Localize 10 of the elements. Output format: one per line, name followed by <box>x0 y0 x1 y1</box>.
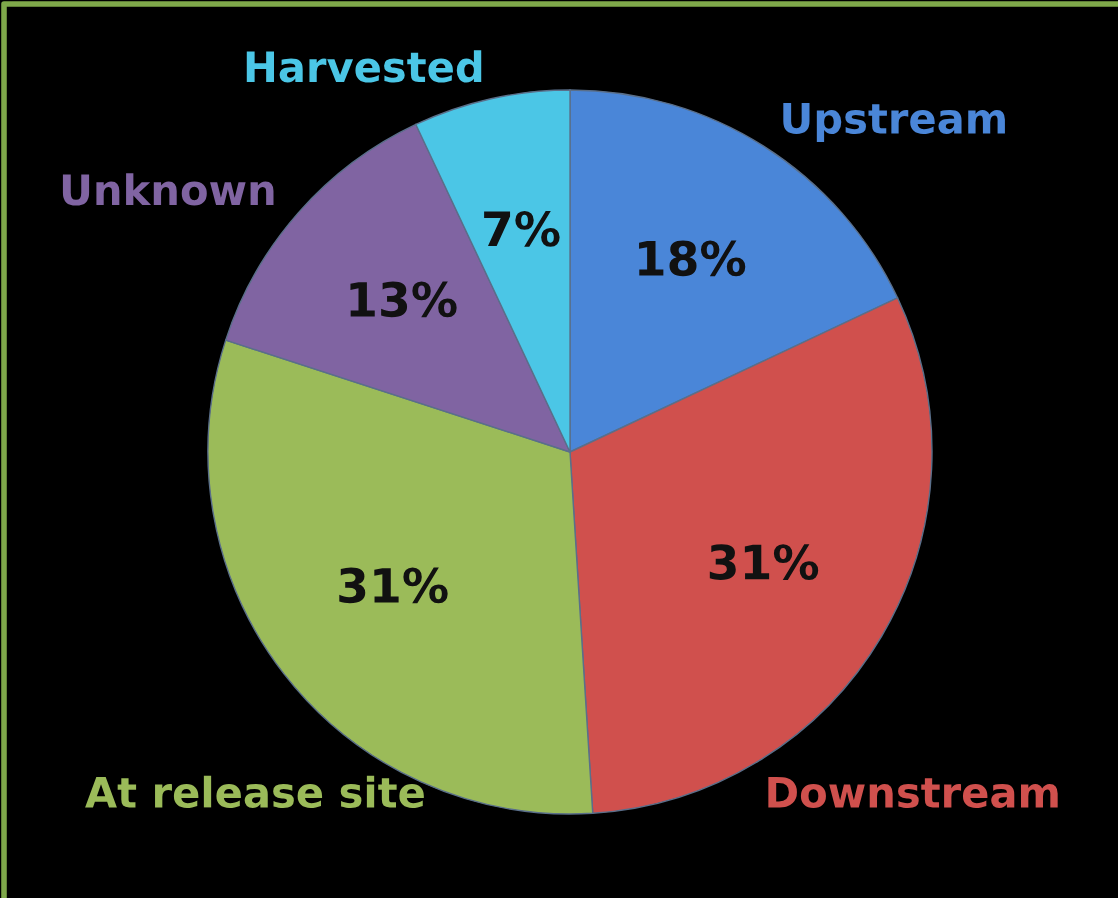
data-label: 31% <box>339 567 448 604</box>
slice-label: Unknown <box>62 173 274 206</box>
data-label: 18% <box>639 240 746 277</box>
data-label: 7% <box>484 210 560 247</box>
slice-label: Harvested <box>246 50 482 83</box>
slice-label: At release site <box>85 775 424 808</box>
data-label: 13% <box>350 281 457 318</box>
slice-label: Downstream <box>768 777 1058 808</box>
slice-label: Upstream <box>783 103 1005 143</box>
data-label: 31% <box>709 544 819 580</box>
